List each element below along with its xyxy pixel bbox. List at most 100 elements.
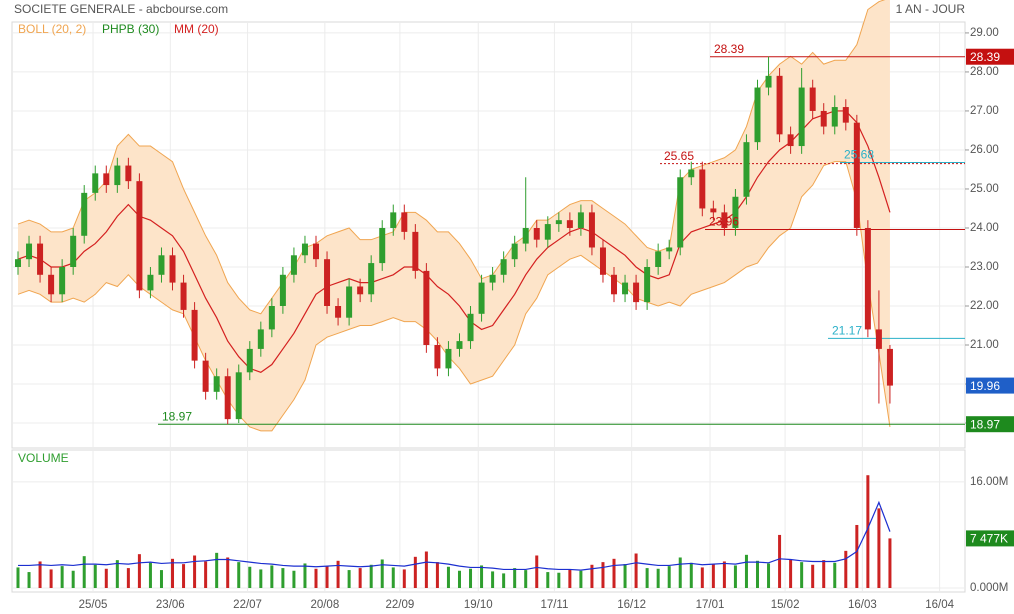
candle-body — [478, 282, 485, 314]
volume-bar — [524, 570, 528, 588]
volume-bar — [82, 556, 86, 588]
candle-body — [401, 212, 408, 232]
volume-bar — [623, 564, 627, 588]
volume-bar — [546, 572, 550, 588]
legend-phpb: PHPB (30) — [102, 22, 159, 36]
candle-body — [48, 274, 55, 295]
candle-body — [81, 192, 88, 236]
volume-bar — [171, 558, 175, 588]
candle-body — [688, 169, 695, 178]
volume-bar — [513, 568, 517, 588]
volume-bar — [270, 565, 274, 588]
level-box-label: 18.97 — [970, 417, 1000, 431]
volume-bar — [303, 563, 307, 588]
volume-bar — [502, 573, 506, 588]
candle-body — [136, 181, 143, 291]
volume-bar — [424, 551, 428, 588]
volume-bar — [93, 564, 97, 588]
candle-body — [180, 282, 187, 310]
candle-body — [37, 243, 44, 275]
volume-bar — [369, 564, 373, 588]
candle-body — [820, 110, 827, 127]
candle-body — [544, 224, 551, 240]
volume-bar — [347, 570, 351, 588]
candle-body — [125, 165, 132, 182]
candle-body — [335, 306, 342, 318]
candle-body — [732, 196, 739, 228]
candle-body — [588, 212, 595, 248]
volume-bar — [767, 563, 771, 588]
candle-body — [875, 329, 882, 349]
candle-body — [743, 142, 750, 197]
volume-bar — [733, 565, 737, 588]
volume-bar — [700, 567, 704, 588]
level-label: 25.68 — [844, 148, 874, 162]
candle-body — [655, 251, 662, 267]
volume-bar — [248, 566, 252, 588]
candle-body — [754, 87, 761, 143]
candle-body — [721, 212, 728, 228]
volume-bar — [391, 567, 395, 588]
ma-line — [17, 110, 891, 373]
volume-bar — [49, 569, 53, 588]
volume-panel — [11, 449, 966, 593]
candle-body — [268, 306, 275, 330]
candle-body — [313, 243, 320, 260]
candle-body — [59, 266, 66, 295]
x-tick-label: 23/06 — [156, 599, 185, 611]
volume-bar — [137, 554, 141, 588]
candle-body — [357, 286, 364, 295]
volume-bar — [457, 570, 461, 588]
candle-body — [622, 282, 629, 295]
y-tick-label: 21.00 — [970, 339, 999, 351]
candle-body — [633, 282, 640, 303]
candle-body — [379, 227, 386, 264]
volume-bar — [237, 562, 241, 588]
volume-bar — [656, 568, 660, 588]
y-tick-label: 27.00 — [970, 105, 999, 117]
chart-title: SOCIETE GENERALE - abcbourse.com — [14, 2, 228, 16]
candle-body — [26, 243, 33, 260]
last-price-label: 19.96 — [970, 379, 1000, 393]
candle-body — [390, 212, 397, 228]
candle-body — [202, 360, 209, 392]
candle-body — [191, 309, 198, 361]
x-tick-label: 16/04 — [925, 599, 954, 611]
candle-body — [114, 165, 121, 186]
candle-body — [70, 235, 77, 267]
candle-body — [599, 247, 606, 275]
candle-body — [235, 372, 242, 420]
volume-bar — [866, 475, 870, 588]
volume-bar — [325, 566, 329, 588]
x-tick-label: 16/12 — [617, 599, 646, 611]
volume-bar — [667, 566, 671, 588]
volume-bar — [833, 562, 837, 588]
candle-body — [666, 247, 673, 252]
last-price-box — [966, 377, 1014, 394]
candle-body — [445, 348, 452, 369]
candle-body — [555, 220, 562, 225]
candle-body — [423, 270, 430, 346]
x-tick-label: 17/11 — [540, 599, 568, 611]
volume-bar — [755, 560, 759, 588]
candle-body — [798, 87, 805, 147]
band-lower — [17, 161, 891, 432]
candle-body — [611, 274, 618, 295]
volume-bar — [126, 568, 130, 588]
y-tick-label: 0.000M — [970, 582, 1008, 594]
level-label: 25.65 — [664, 149, 694, 163]
y-tick-label: 29.00 — [970, 27, 999, 39]
candle-body — [489, 274, 496, 283]
volume-bar — [204, 561, 208, 588]
candle-body — [577, 212, 584, 228]
level-box-label: 28.39 — [970, 50, 1000, 64]
volume-bar — [744, 554, 748, 588]
volume-bar — [60, 566, 64, 588]
volume-bar — [579, 570, 583, 588]
candle-body — [677, 177, 684, 248]
volume-bar — [491, 571, 495, 588]
volume-bar — [446, 566, 450, 588]
x-tick-label: 16/03 — [848, 599, 877, 611]
overlay: 25/05 23/06 22/07 20/08 22/09 19/10 17/11 16/12… — [79, 42, 1014, 611]
candle-body — [522, 227, 529, 244]
